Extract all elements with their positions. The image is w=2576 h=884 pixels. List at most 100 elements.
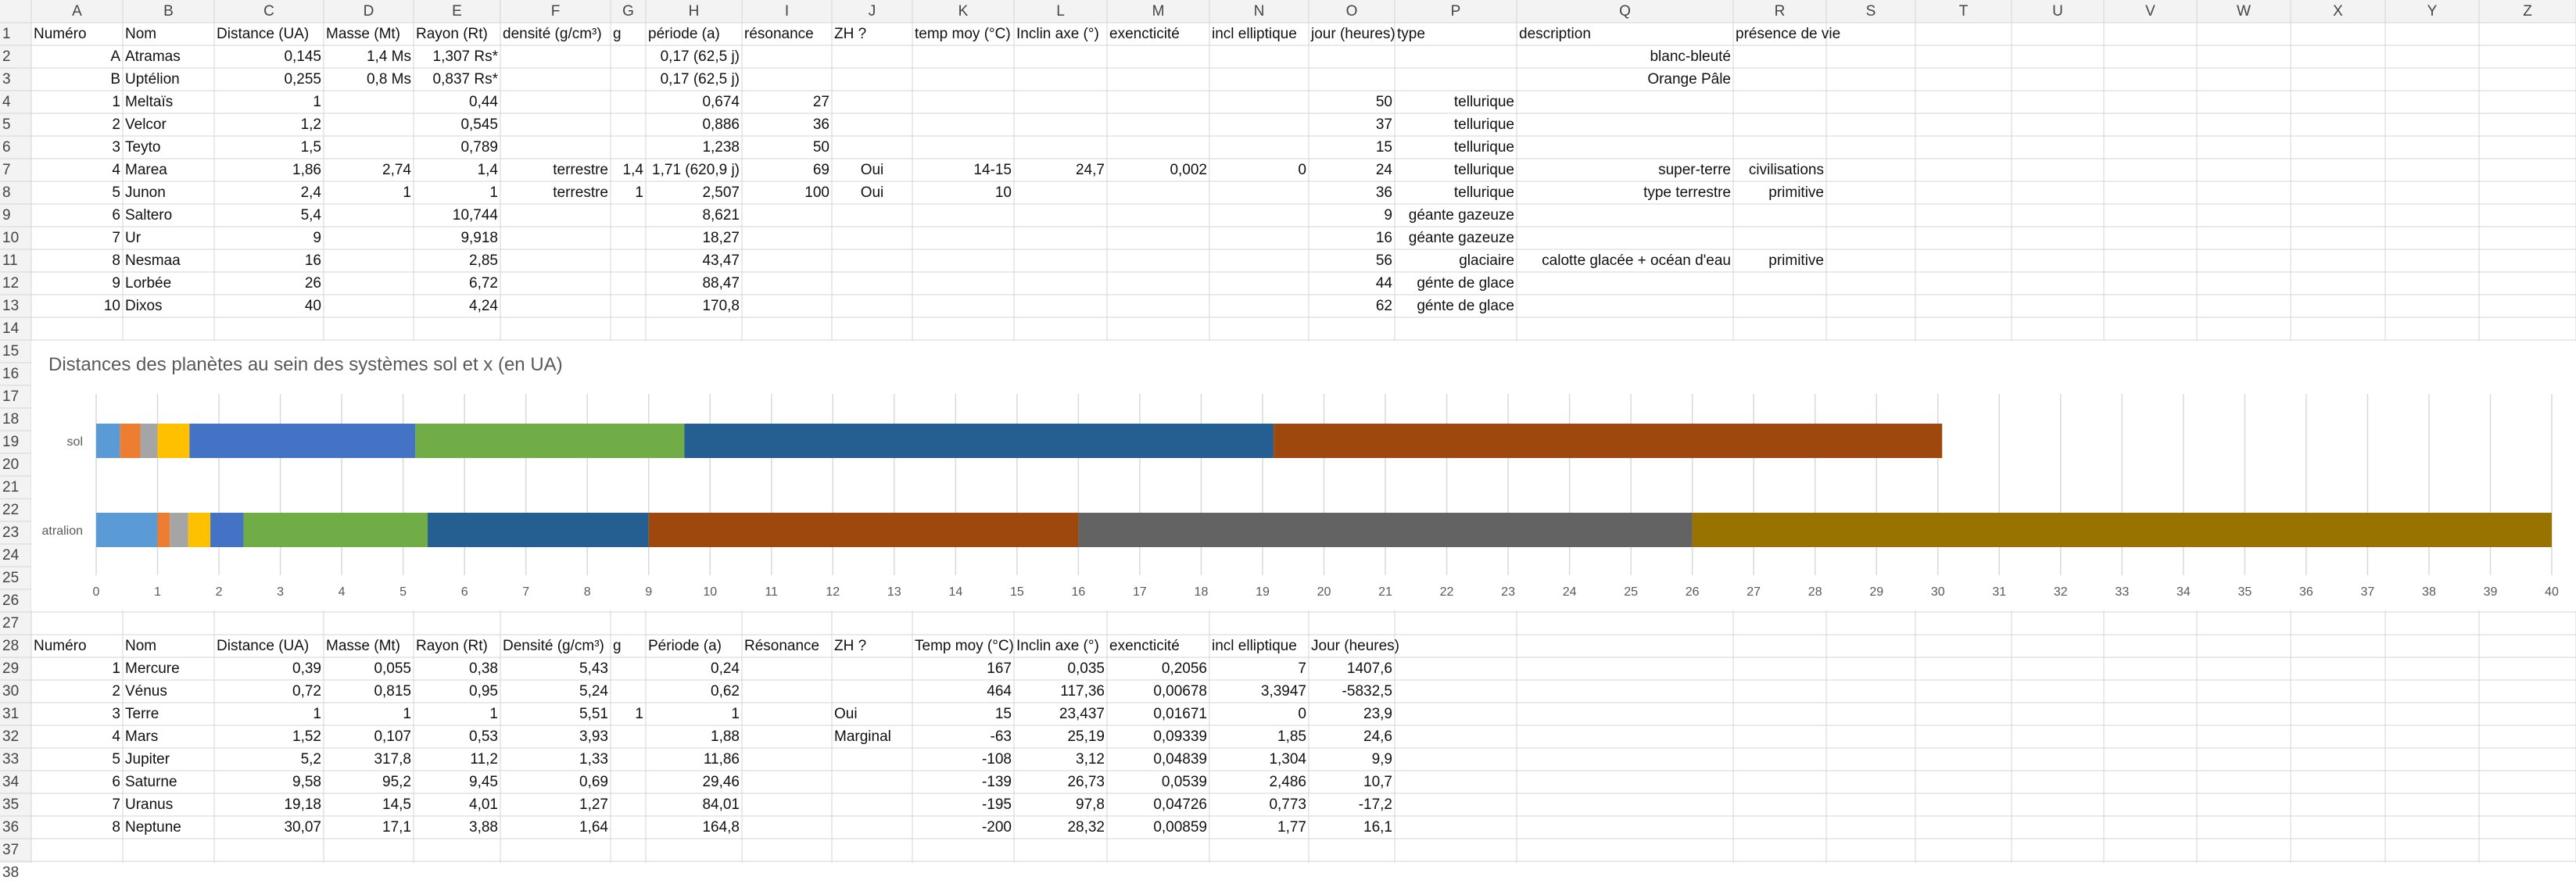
- cell-E7[interactable]: 1,4: [477, 162, 498, 178]
- cell-E1[interactable]: Rayon (Rt): [416, 26, 488, 42]
- row-header-12[interactable]: 12: [2, 275, 20, 292]
- cell-A33[interactable]: 5: [112, 751, 120, 768]
- cell-K31[interactable]: 15: [994, 706, 1012, 722]
- cell-O30[interactable]: -5832,5: [1342, 683, 1392, 700]
- column-header-J[interactable]: J: [868, 3, 876, 20]
- cell-Q3[interactable]: Orange Pâle: [1647, 71, 1731, 88]
- cell-R7[interactable]: civilisations: [1748, 162, 1824, 178]
- cell-E10[interactable]: 9,918: [460, 230, 498, 246]
- row-header-22[interactable]: 22: [2, 502, 20, 518]
- cell-E36[interactable]: 3,88: [469, 819, 498, 836]
- cell-P4[interactable]: tellurique: [1453, 94, 1514, 110]
- cell-D30[interactable]: 0,815: [374, 683, 411, 700]
- column-header-L[interactable]: L: [1056, 3, 1065, 20]
- cell-I5[interactable]: 36: [812, 116, 829, 133]
- cell-M32[interactable]: 0,09339: [1153, 728, 1207, 745]
- column-header-V[interactable]: V: [2145, 3, 2155, 20]
- bar-segment-atralion-1[interactable]: [96, 513, 158, 547]
- column-header-E[interactable]: E: [452, 3, 462, 20]
- cell-C31[interactable]: 1: [313, 706, 321, 722]
- cell-P8[interactable]: tellurique: [1453, 184, 1514, 201]
- cell-B4[interactable]: Meltaïs: [125, 94, 174, 110]
- column-header-K[interactable]: K: [958, 3, 969, 20]
- bar-segment-atralion-8[interactable]: [648, 513, 1079, 547]
- cell-D33[interactable]: 317,8: [374, 751, 411, 768]
- cell-I8[interactable]: 100: [804, 184, 829, 201]
- cell-P1[interactable]: type: [1397, 26, 1425, 42]
- cell-H1[interactable]: période (a): [648, 26, 720, 42]
- cell-D36[interactable]: 17,1: [382, 819, 411, 836]
- cell-H10[interactable]: 18,27: [702, 230, 740, 246]
- row-header-13[interactable]: 13: [2, 298, 20, 314]
- cell-P5[interactable]: tellurique: [1453, 116, 1514, 133]
- cell-E5[interactable]: 0,545: [460, 116, 498, 133]
- cell-A13[interactable]: 10: [103, 298, 120, 314]
- cell-N32[interactable]: 1,85: [1277, 728, 1306, 745]
- cell-B12[interactable]: Lorbée: [125, 275, 172, 292]
- cell-C29[interactable]: 0,39: [292, 660, 321, 677]
- cell-O9[interactable]: 9: [1384, 207, 1392, 224]
- cell-C2[interactable]: 0,145: [284, 48, 321, 65]
- cell-E28[interactable]: Rayon (Rt): [416, 638, 488, 654]
- bar-segment-sol-5[interactable]: [189, 424, 416, 458]
- row-header-24[interactable]: 24: [2, 547, 20, 564]
- cell-G31[interactable]: 1: [635, 706, 643, 722]
- column-header-F[interactable]: F: [550, 3, 561, 20]
- cell-N28[interactable]: incl elliptique: [1212, 638, 1297, 654]
- cell-M28[interactable]: exencticité: [1109, 638, 1180, 654]
- cell-A36[interactable]: 8: [112, 819, 120, 836]
- cell-A34[interactable]: 6: [112, 774, 120, 790]
- cell-O32[interactable]: 24,6: [1363, 728, 1392, 745]
- cell-A4[interactable]: 1: [112, 94, 120, 110]
- cell-N29[interactable]: 7: [1298, 660, 1306, 677]
- cell-D34[interactable]: 95,2: [382, 774, 411, 790]
- cell-C34[interactable]: 9,58: [292, 774, 321, 790]
- column-header-G[interactable]: G: [622, 3, 634, 20]
- cell-C4[interactable]: 1: [313, 94, 321, 110]
- cell-R8[interactable]: primitive: [1768, 184, 1824, 201]
- cell-Q1[interactable]: description: [1519, 26, 1591, 42]
- cell-K7[interactable]: 14-15: [973, 162, 1012, 178]
- row-header-25[interactable]: 25: [2, 570, 20, 586]
- cell-F31[interactable]: 5,51: [579, 706, 608, 722]
- cell-A11[interactable]: 8: [112, 252, 120, 269]
- cell-N33[interactable]: 1,304: [1269, 751, 1306, 768]
- column-header-U[interactable]: U: [2052, 3, 2063, 20]
- cell-C30[interactable]: 0,72: [292, 683, 321, 700]
- cell-N31[interactable]: 0: [1298, 706, 1306, 722]
- cell-J7[interactable]: Oui: [860, 162, 884, 178]
- cell-P13[interactable]: génte de glace: [1417, 298, 1514, 314]
- cell-A29[interactable]: 1: [112, 660, 120, 677]
- cell-O13[interactable]: 62: [1375, 298, 1392, 314]
- cell-P6[interactable]: tellurique: [1453, 139, 1514, 156]
- cell-H9[interactable]: 8,621: [702, 207, 740, 224]
- cell-B36[interactable]: Neptune: [125, 819, 181, 836]
- cell-E4[interactable]: 0,44: [469, 94, 498, 110]
- bar-segment-atralion-6[interactable]: [243, 513, 428, 547]
- row-header-21[interactable]: 21: [2, 479, 20, 496]
- cell-H34[interactable]: 29,46: [702, 774, 740, 790]
- bar-segment-atralion-9[interactable]: [1078, 513, 1693, 547]
- column-header-O[interactable]: O: [1345, 3, 1358, 20]
- cell-M7[interactable]: 0,002: [1170, 162, 1207, 178]
- cell-H29[interactable]: 0,24: [711, 660, 740, 677]
- cell-O36[interactable]: 16,1: [1363, 819, 1392, 836]
- cell-E3[interactable]: 0,837 Rs*: [432, 71, 498, 88]
- cell-H2[interactable]: 0,17 (62,5 j): [660, 48, 740, 65]
- cell-C33[interactable]: 5,2: [300, 751, 321, 768]
- column-header-B[interactable]: B: [163, 3, 174, 20]
- bar-segment-atralion-3[interactable]: [170, 513, 188, 547]
- cell-R1[interactable]: présence de vie: [1736, 26, 1841, 42]
- cell-N7[interactable]: 0: [1298, 162, 1306, 178]
- cell-C10[interactable]: 9: [313, 230, 321, 246]
- column-header-S[interactable]: S: [1865, 3, 1876, 20]
- column-header-H[interactable]: H: [688, 3, 700, 20]
- cell-P7[interactable]: tellurique: [1453, 162, 1514, 178]
- cell-K35[interactable]: -195: [981, 796, 1012, 813]
- bar-segment-sol-6[interactable]: [415, 424, 685, 458]
- cell-H31[interactable]: 1: [731, 706, 740, 722]
- row-header-37[interactable]: 37: [2, 842, 20, 858]
- cell-N35[interactable]: 0,773: [1269, 796, 1306, 813]
- cell-E8[interactable]: 1: [489, 184, 498, 201]
- cell-B28[interactable]: Nom: [125, 638, 157, 654]
